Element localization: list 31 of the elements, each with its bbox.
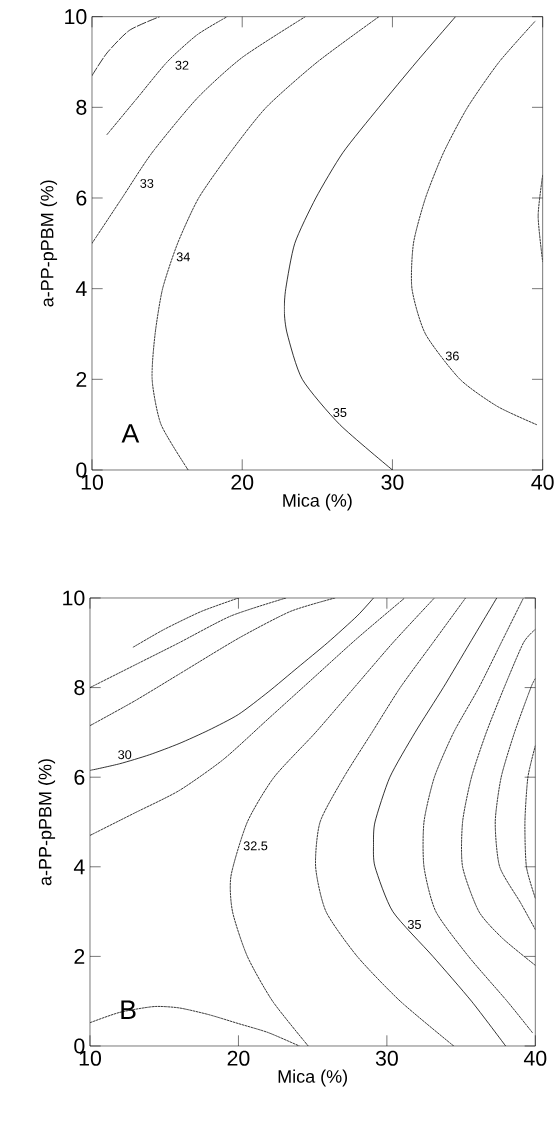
series-label: 35 (407, 919, 421, 929)
y-tick-label: 4 (73, 859, 85, 875)
line-series (411, 20, 538, 426)
series-label: 34 (176, 252, 190, 262)
annotation: A (121, 424, 140, 443)
series-label: 32 (175, 60, 189, 70)
y-tick-label: 6 (74, 769, 85, 785)
series-label: 30 (118, 750, 132, 760)
annotation: B (121, 1000, 136, 1019)
x-tick-label: 20 (231, 474, 254, 490)
y-tick-label: 10 (65, 9, 87, 25)
y-tick-label: 8 (74, 680, 85, 696)
x-axis-title: Mica (%) (283, 493, 352, 511)
y-axis-title: a-PP-pPBM (%) (38, 759, 56, 886)
y-tick-label: 2 (74, 948, 85, 964)
series-label: 32.5 (243, 841, 268, 851)
y-axis-title: a-PP-pPBM (%) (40, 180, 58, 307)
x-axis-title: Mica (%) (278, 1069, 348, 1087)
series-label: 36 (445, 351, 459, 361)
series-label: 35 (333, 407, 347, 417)
x-tick-label: 40 (523, 1050, 547, 1066)
x-tick-label: 30 (381, 474, 404, 490)
y-tick-label: 6 (76, 190, 87, 206)
y-tick-label: 10 (63, 590, 85, 606)
series-label: 33 (140, 178, 154, 188)
x-tick-label: 30 (375, 1050, 398, 1066)
x-tick-label: 40 (531, 474, 554, 490)
y-tick-label: 4 (75, 281, 87, 296)
y-tick-label: 2 (76, 371, 87, 387)
y-tick-label: 8 (76, 99, 87, 115)
x-tick-label: 20 (227, 1050, 250, 1066)
